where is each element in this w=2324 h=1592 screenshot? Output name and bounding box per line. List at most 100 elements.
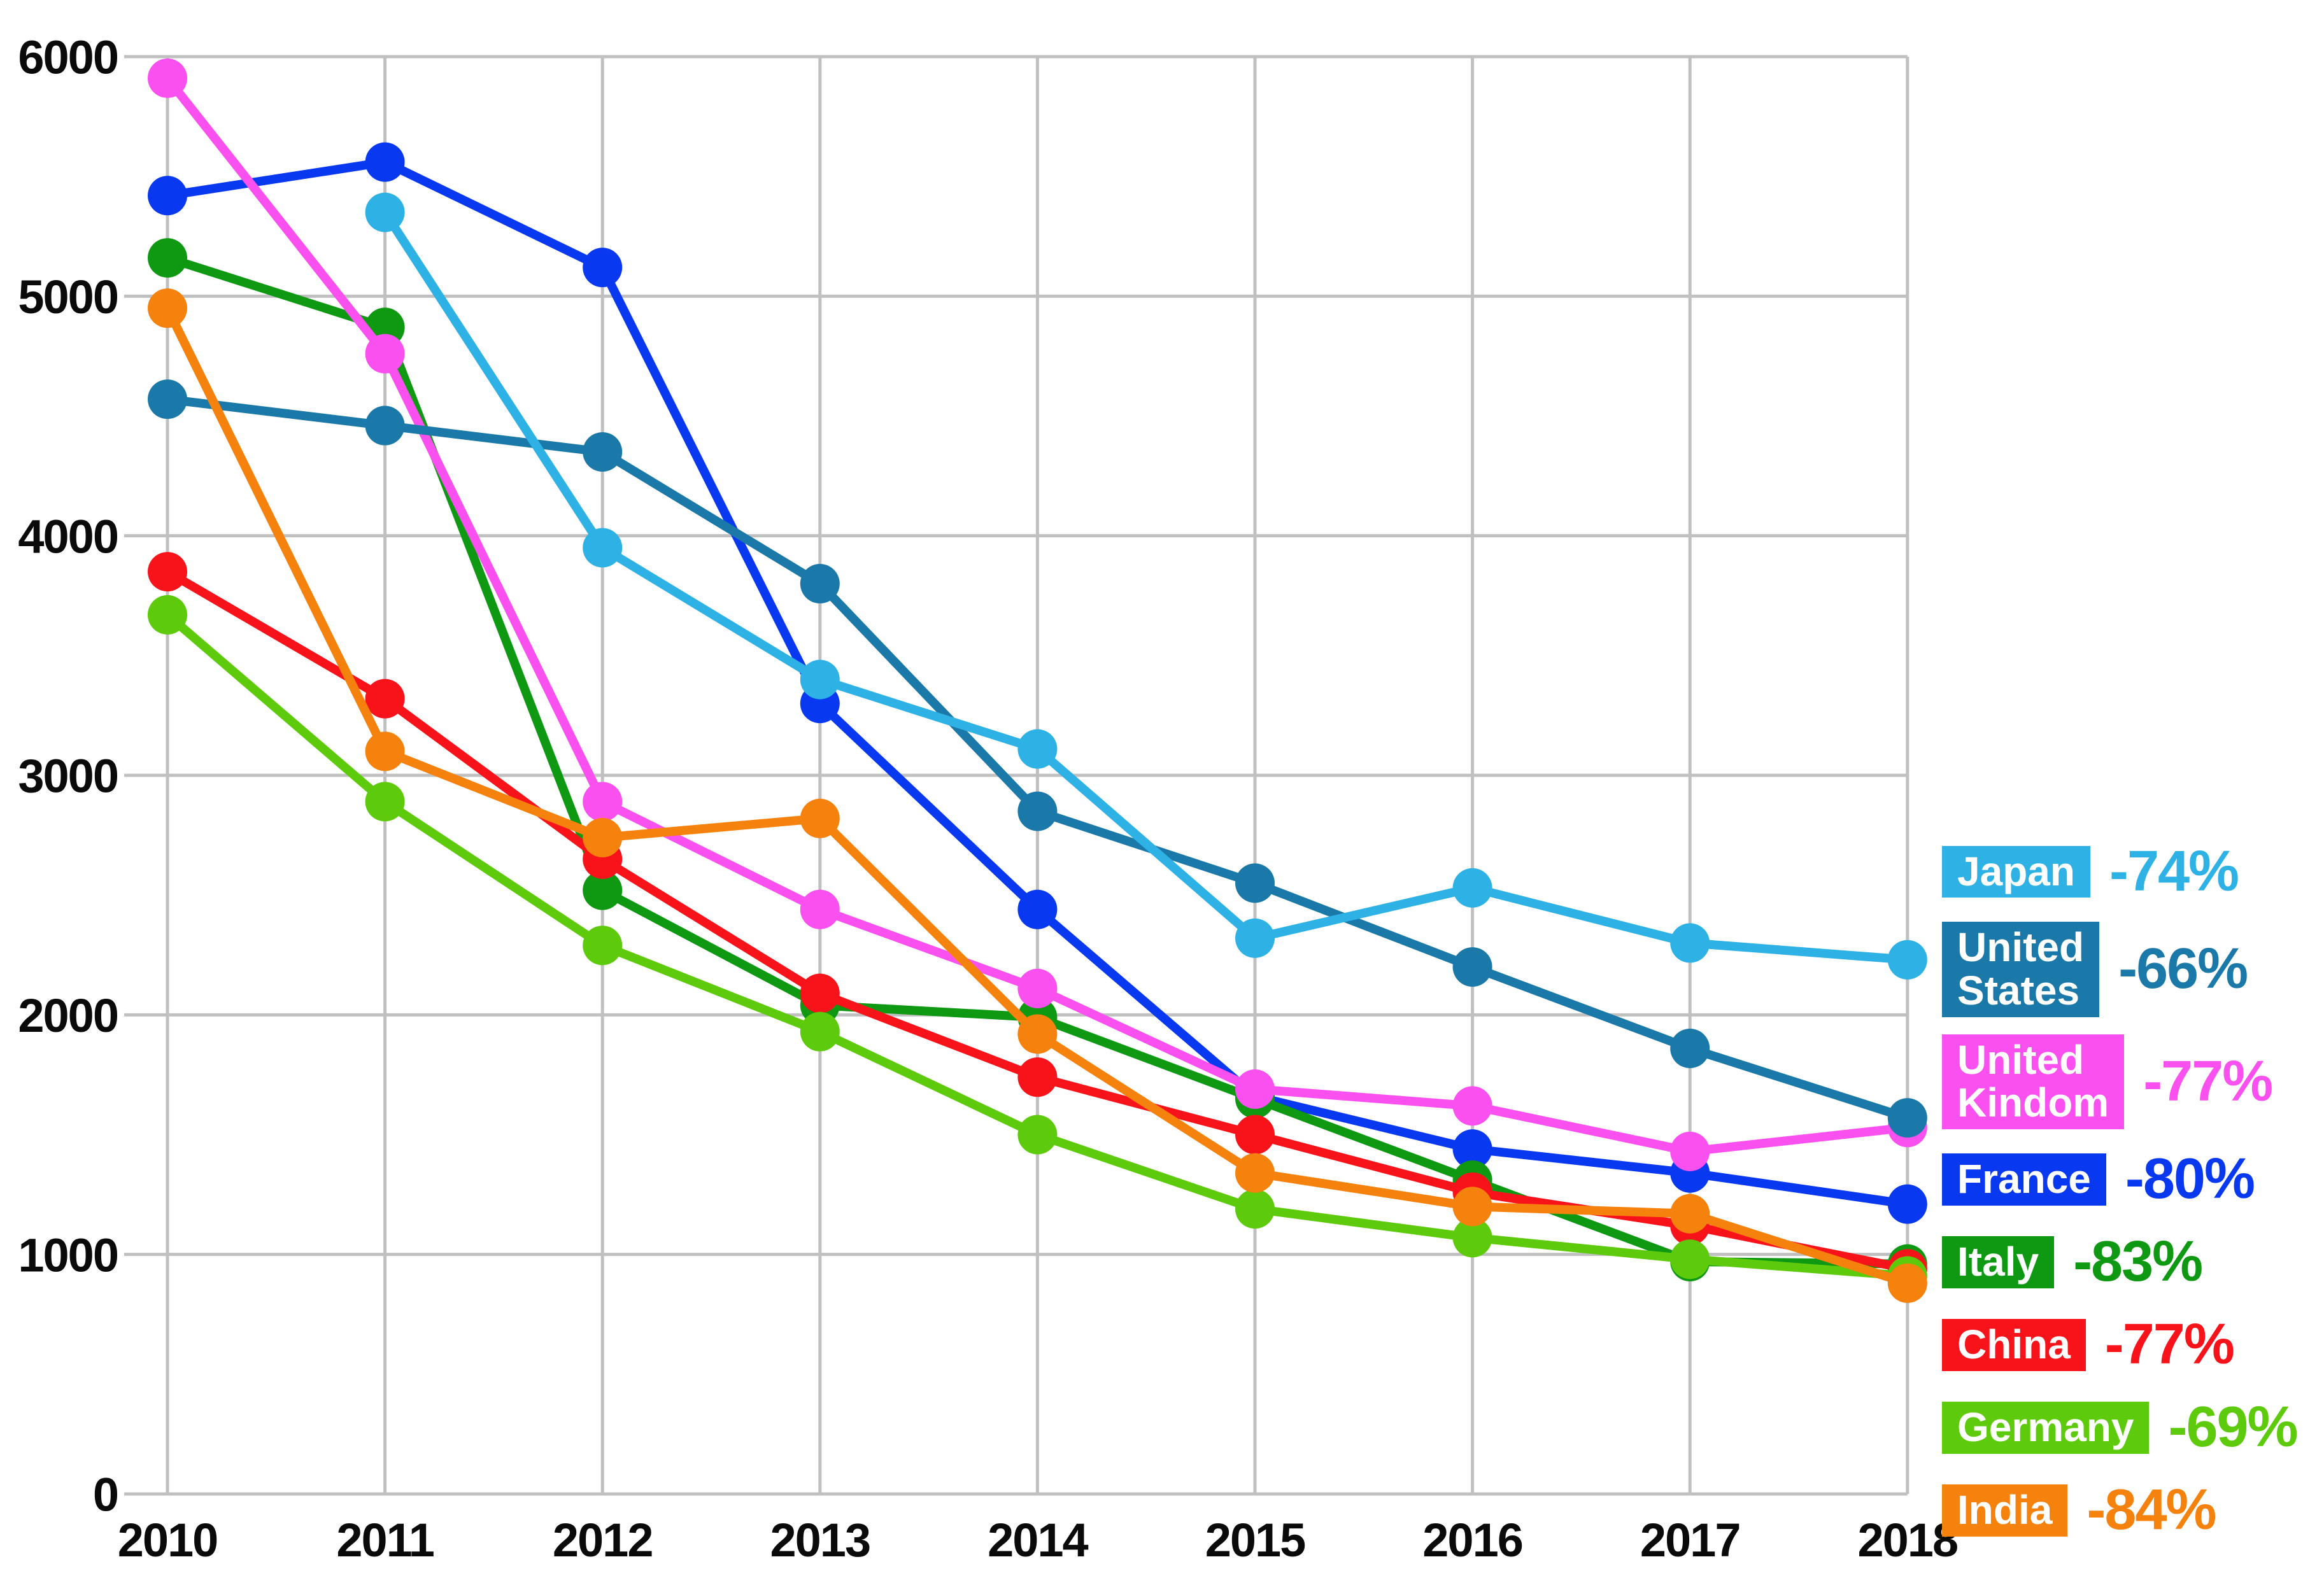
data-point-japan-2016 xyxy=(1452,868,1492,908)
data-point-united-states-2018 xyxy=(1887,1098,1927,1138)
legend-swatch-india: India xyxy=(1942,1484,2068,1537)
data-point-germany-2011 xyxy=(365,782,405,822)
y-tick-label: 5000 xyxy=(18,271,118,323)
series-united-states xyxy=(148,379,1927,1138)
data-point-united-states-2010 xyxy=(148,379,187,419)
data-point-italy-2010 xyxy=(148,238,187,278)
data-point-united-states-2015 xyxy=(1235,863,1275,903)
legend-row-germany: Germany -69% xyxy=(1942,1395,2299,1460)
data-point-india-2015 xyxy=(1235,1153,1275,1193)
legend-pct-india: -84% xyxy=(2087,1478,2216,1542)
x-tick-label: 2014 xyxy=(988,1514,1088,1567)
data-point-france-2010 xyxy=(148,176,187,216)
y-tick-label: 0 xyxy=(93,1469,118,1521)
legend-row-france: France -80% xyxy=(1942,1146,2297,1212)
legend-pct-france: -80% xyxy=(2125,1147,2255,1211)
data-point-china-2015 xyxy=(1235,1115,1275,1155)
data-point-china-2011 xyxy=(365,679,405,719)
data-point-germany-2013 xyxy=(800,1011,840,1052)
legend-swatch-japan: Japan xyxy=(1942,845,2090,898)
data-point-india-2011 xyxy=(365,731,405,771)
legend-swatch-united-states: United States xyxy=(1942,922,2100,1017)
x-tick-label: 2018 xyxy=(1857,1514,1957,1567)
data-point-united-states-2014 xyxy=(1017,791,1058,831)
x-tick-label: 2013 xyxy=(770,1514,870,1567)
data-point-india-2014 xyxy=(1017,1014,1058,1054)
data-point-united-kindom-2014 xyxy=(1017,968,1058,1008)
y-tick-label: 6000 xyxy=(18,31,118,84)
data-point-united-states-2011 xyxy=(365,405,405,446)
legend-swatch-france: France xyxy=(1942,1153,2106,1206)
data-point-india-2012 xyxy=(583,817,623,857)
data-point-france-2018 xyxy=(1887,1184,1927,1224)
legend-row-united-kindom: United Kindom -77% xyxy=(1942,1034,2297,1130)
data-point-united-kindom-2017 xyxy=(1670,1131,1710,1171)
data-point-united-states-2012 xyxy=(583,432,623,472)
data-point-france-2012 xyxy=(583,248,623,288)
legend-pct-italy: -83% xyxy=(2073,1230,2203,1294)
data-point-united-kindom-2011 xyxy=(365,334,405,374)
data-point-germany-2017 xyxy=(1670,1239,1710,1279)
y-axis-labels: 0 1000 2000 3000 4000 5000 6000 xyxy=(18,31,119,1521)
data-point-japan-2012 xyxy=(583,528,623,568)
legend-pct-japan: -74% xyxy=(2109,840,2239,903)
x-tick-label: 2017 xyxy=(1640,1514,1740,1567)
x-tick-label: 2016 xyxy=(1422,1514,1522,1567)
legend-swatch-united-kindom: United Kindom xyxy=(1942,1034,2125,1130)
data-point-germany-2016 xyxy=(1452,1218,1492,1258)
data-point-india-2017 xyxy=(1670,1194,1710,1234)
data-point-united-states-2017 xyxy=(1670,1029,1710,1069)
x-axis-labels: 2010 2011 2012 2013 2014 2015 2016 2017 2018 xyxy=(118,1514,1959,1567)
data-point-japan-2017 xyxy=(1670,923,1710,963)
data-point-china-2013 xyxy=(800,973,840,1013)
data-point-united-kindom-2010 xyxy=(148,58,187,98)
data-point-united-states-2016 xyxy=(1452,947,1492,987)
legend-row-india: India -84% xyxy=(1942,1477,2297,1543)
data-point-japan-2014 xyxy=(1017,729,1058,769)
data-point-united-kindom-2013 xyxy=(800,889,840,929)
data-point-japan-2013 xyxy=(800,659,840,700)
data-point-united-states-2013 xyxy=(800,563,840,603)
gridlines xyxy=(124,55,1910,1496)
data-point-united-kindom-2012 xyxy=(583,782,623,822)
data-point-france-2016 xyxy=(1452,1129,1492,1169)
legend-row-china: China -77% xyxy=(1942,1312,2297,1377)
y-tick-label: 3000 xyxy=(18,750,118,803)
data-point-united-kindom-2016 xyxy=(1452,1086,1492,1126)
legend-swatch-germany: Germany xyxy=(1942,1401,2150,1454)
series-united-kindom xyxy=(148,58,1927,1171)
legend-pct-germany: -69% xyxy=(2168,1395,2298,1460)
data-point-japan-2011 xyxy=(365,192,405,232)
legend-pct-united-kindom: -77% xyxy=(2143,1049,2273,1113)
data-point-china-2014 xyxy=(1017,1057,1058,1097)
legend-row-united-states: United States -66% xyxy=(1942,922,2297,1017)
data-point-germany-2014 xyxy=(1017,1115,1058,1155)
legend-swatch-italy: Italy xyxy=(1942,1236,2055,1288)
data-point-germany-2015 xyxy=(1235,1189,1275,1229)
data-point-united-kindom-2015 xyxy=(1235,1069,1275,1109)
data-point-china-2010 xyxy=(148,552,187,592)
data-point-india-2013 xyxy=(800,798,840,838)
x-tick-label: 2012 xyxy=(553,1514,653,1567)
legend: Japan -74% United States -66% United Kindom -… xyxy=(1942,839,2299,1543)
series-japan xyxy=(365,192,1927,980)
data-point-france-2011 xyxy=(365,142,405,182)
x-tick-label: 2011 xyxy=(336,1514,434,1567)
data-point-japan-2018 xyxy=(1887,940,1927,980)
data-point-india-2018 xyxy=(1887,1263,1927,1303)
data-point-japan-2015 xyxy=(1235,918,1275,958)
data-point-france-2014 xyxy=(1017,889,1058,929)
data-point-germany-2010 xyxy=(148,595,187,635)
series-india xyxy=(148,288,1927,1303)
x-tick-label: 2015 xyxy=(1205,1514,1305,1567)
data-point-india-2010 xyxy=(148,288,187,328)
data-point-italy-2012 xyxy=(583,870,623,910)
legend-pct-united-states: -66% xyxy=(2118,937,2248,1001)
legend-row-japan: Japan -74% xyxy=(1942,839,2297,905)
y-tick-label: 2000 xyxy=(18,989,118,1042)
legend-pct-china: -77% xyxy=(2104,1313,2235,1377)
data-point-india-2016 xyxy=(1452,1187,1492,1227)
series-line-japan xyxy=(380,208,1912,964)
